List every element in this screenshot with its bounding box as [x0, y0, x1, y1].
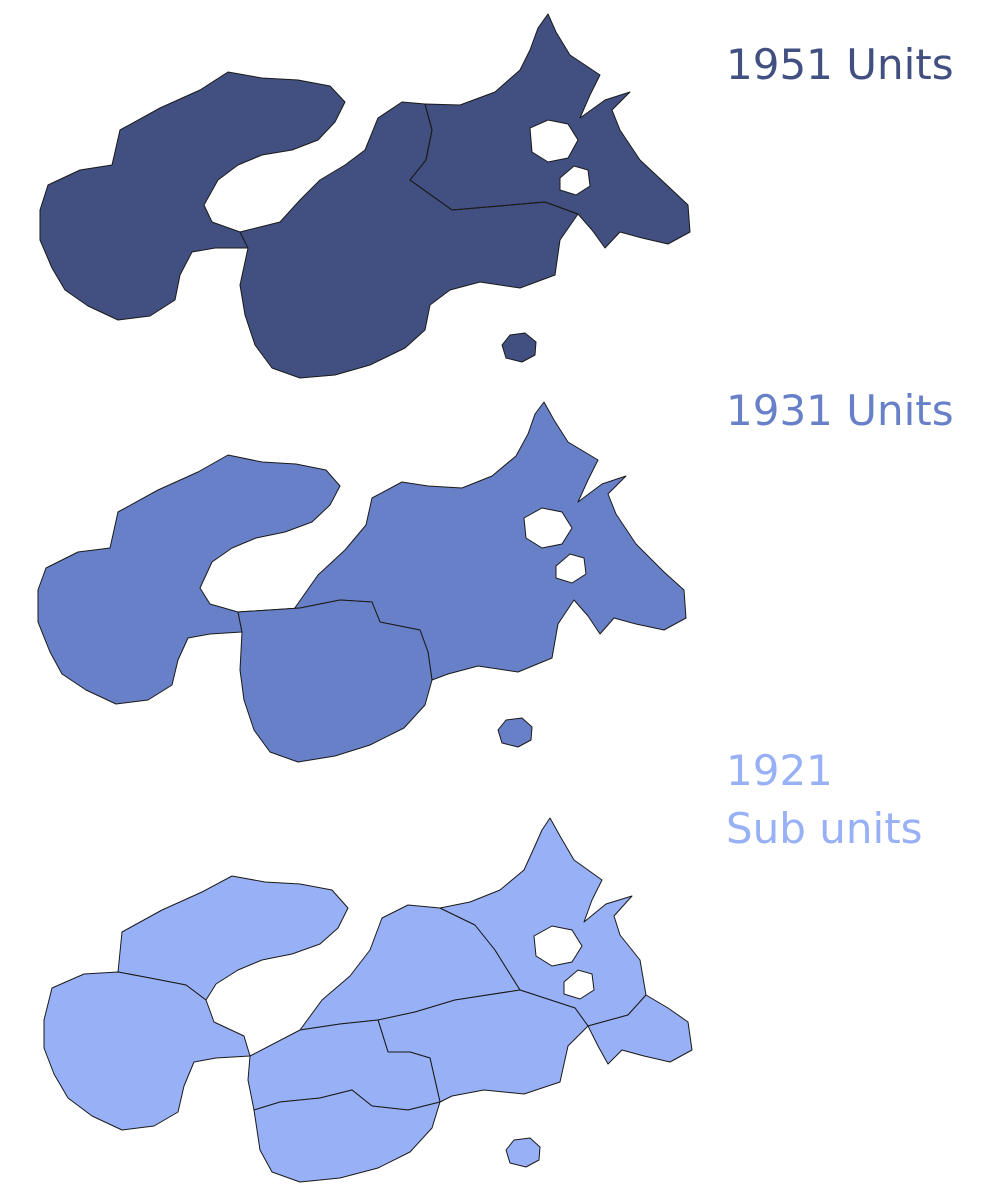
map-subtitle-1921: Sub units [726, 804, 923, 853]
unit-west[interactable] [37, 454, 341, 705]
island-south[interactable] [505, 1137, 541, 1168]
map-panel-1951: 1951 Units [0, 0, 997, 390]
landmass-1951 [39, 13, 691, 379]
map-title-1931: 1931 Units [726, 386, 954, 435]
lake-upper [533, 925, 583, 967]
landmass-1931 [37, 401, 687, 763]
lake-lower [563, 969, 595, 1000]
lake-lower [559, 165, 591, 196]
map-1921 [43, 817, 693, 1183]
island-south[interactable] [497, 717, 533, 748]
map-title-1951: 1951 Units [726, 40, 954, 89]
landmass-1921 [43, 817, 693, 1183]
unit-south[interactable] [237, 599, 433, 763]
lake-upper [529, 119, 579, 163]
island-south[interactable] [501, 332, 537, 363]
subunit-southwest[interactable] [43, 971, 251, 1131]
lake-lower [555, 553, 587, 584]
lake-upper [523, 507, 573, 549]
map-panel-1921: 1921 Sub units [0, 746, 997, 1200]
unit-central[interactable] [239, 101, 579, 379]
map-1931 [37, 401, 687, 763]
subunit-south[interactable] [253, 1089, 441, 1183]
map-panel-1931: 1931 Units [0, 386, 997, 790]
unit-west[interactable] [39, 71, 346, 321]
map-title-1921: 1921 [726, 746, 833, 795]
map-1951 [39, 13, 691, 379]
boundary-line [409, 103, 579, 215]
subunit-east[interactable] [587, 994, 693, 1065]
